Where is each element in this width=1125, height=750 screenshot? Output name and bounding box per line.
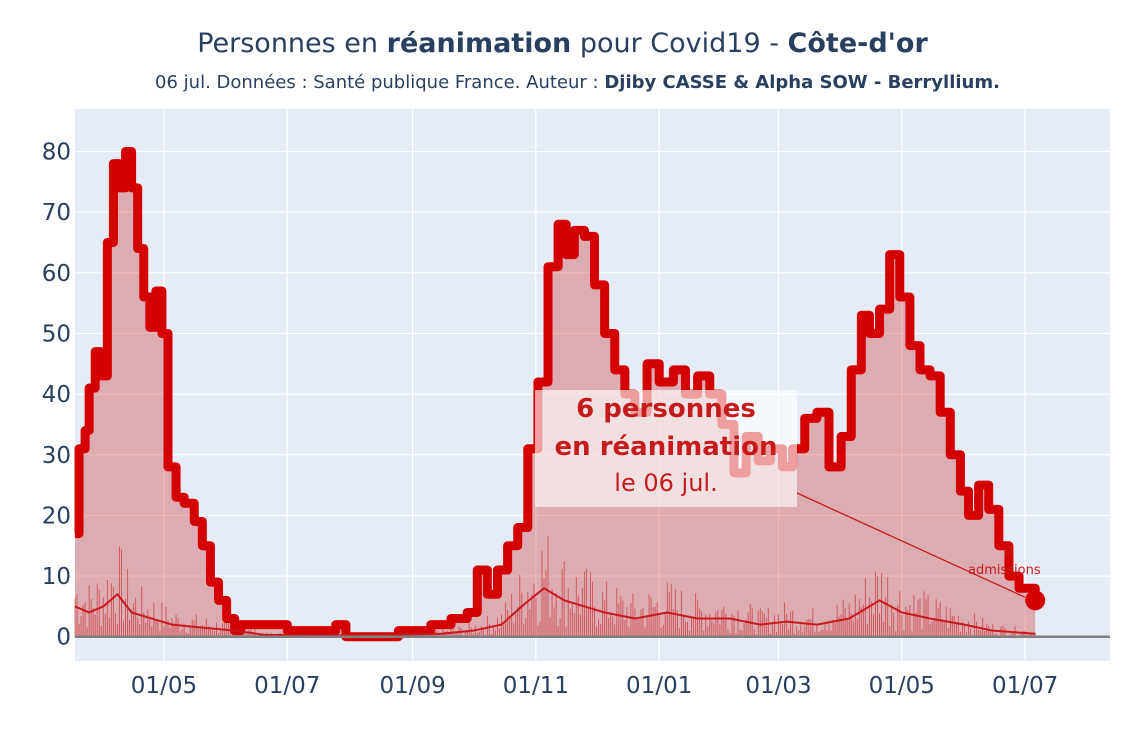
chart-subtitle: 06 jul. Données : Santé publique France.… xyxy=(0,72,1125,93)
subtitle-part1: 06 jul. Données : Santé publique France.… xyxy=(155,72,605,93)
x-tick-label: 01/07 xyxy=(992,673,1058,699)
admissions-count: 0 xyxy=(1004,544,1013,559)
x-tick-label: 01/11 xyxy=(503,673,569,699)
y-tick-label: 20 xyxy=(42,503,71,529)
x-tick-label: 01/07 xyxy=(254,673,320,699)
title-bold1: réanimation xyxy=(386,28,572,59)
y-tick-label: 0 xyxy=(56,625,71,651)
rea-line xyxy=(74,146,1040,642)
y-tick-label: 10 xyxy=(42,564,71,590)
annotation-line2: en réanimation xyxy=(554,432,778,462)
annotation-box: 6 personnes en réanimation le 06 jul. xyxy=(535,390,797,507)
annotation-arrow xyxy=(796,492,1026,598)
x-tick-label: 01/05 xyxy=(131,673,197,699)
subtitle-bold: Djiby CASSE & Alpha SOW - Berryllium. xyxy=(604,72,1000,93)
title-part2: pour Covid19 - xyxy=(571,28,788,59)
x-tick-label: 01/05 xyxy=(869,673,935,699)
y-tick-label: 70 xyxy=(42,200,71,226)
annotation-line1: 6 personnes xyxy=(576,394,756,424)
y-tick-label: 40 xyxy=(42,382,71,408)
title-part1: Personnes en xyxy=(197,28,387,59)
x-tick-label: 01/09 xyxy=(379,673,445,699)
x-tick-label: 01/01 xyxy=(626,673,692,699)
x-tick-label: 01/03 xyxy=(745,673,811,699)
y-tick-label: 80 xyxy=(42,139,71,165)
last-point-marker xyxy=(1025,590,1046,611)
x-axis-ticks: 01/05 01/07 01/09 01/11 01/01 01/03 01/05 01/07 xyxy=(131,673,1058,699)
y-tick-label: 50 xyxy=(42,321,71,347)
annotation-line3: le 06 jul. xyxy=(614,469,718,497)
y-tick-label: 60 xyxy=(42,261,71,287)
chart-title: Personnes en réanimation pour Covid19 - … xyxy=(0,28,1125,59)
admissions-label: admissions xyxy=(968,563,1041,578)
title-bold2: Côte-d'or xyxy=(787,28,928,59)
y-axis-ticks: 0 10 20 30 40 50 60 70 80 xyxy=(42,139,71,650)
y-tick-label: 30 xyxy=(42,443,71,469)
admissions-line xyxy=(74,586,1036,637)
